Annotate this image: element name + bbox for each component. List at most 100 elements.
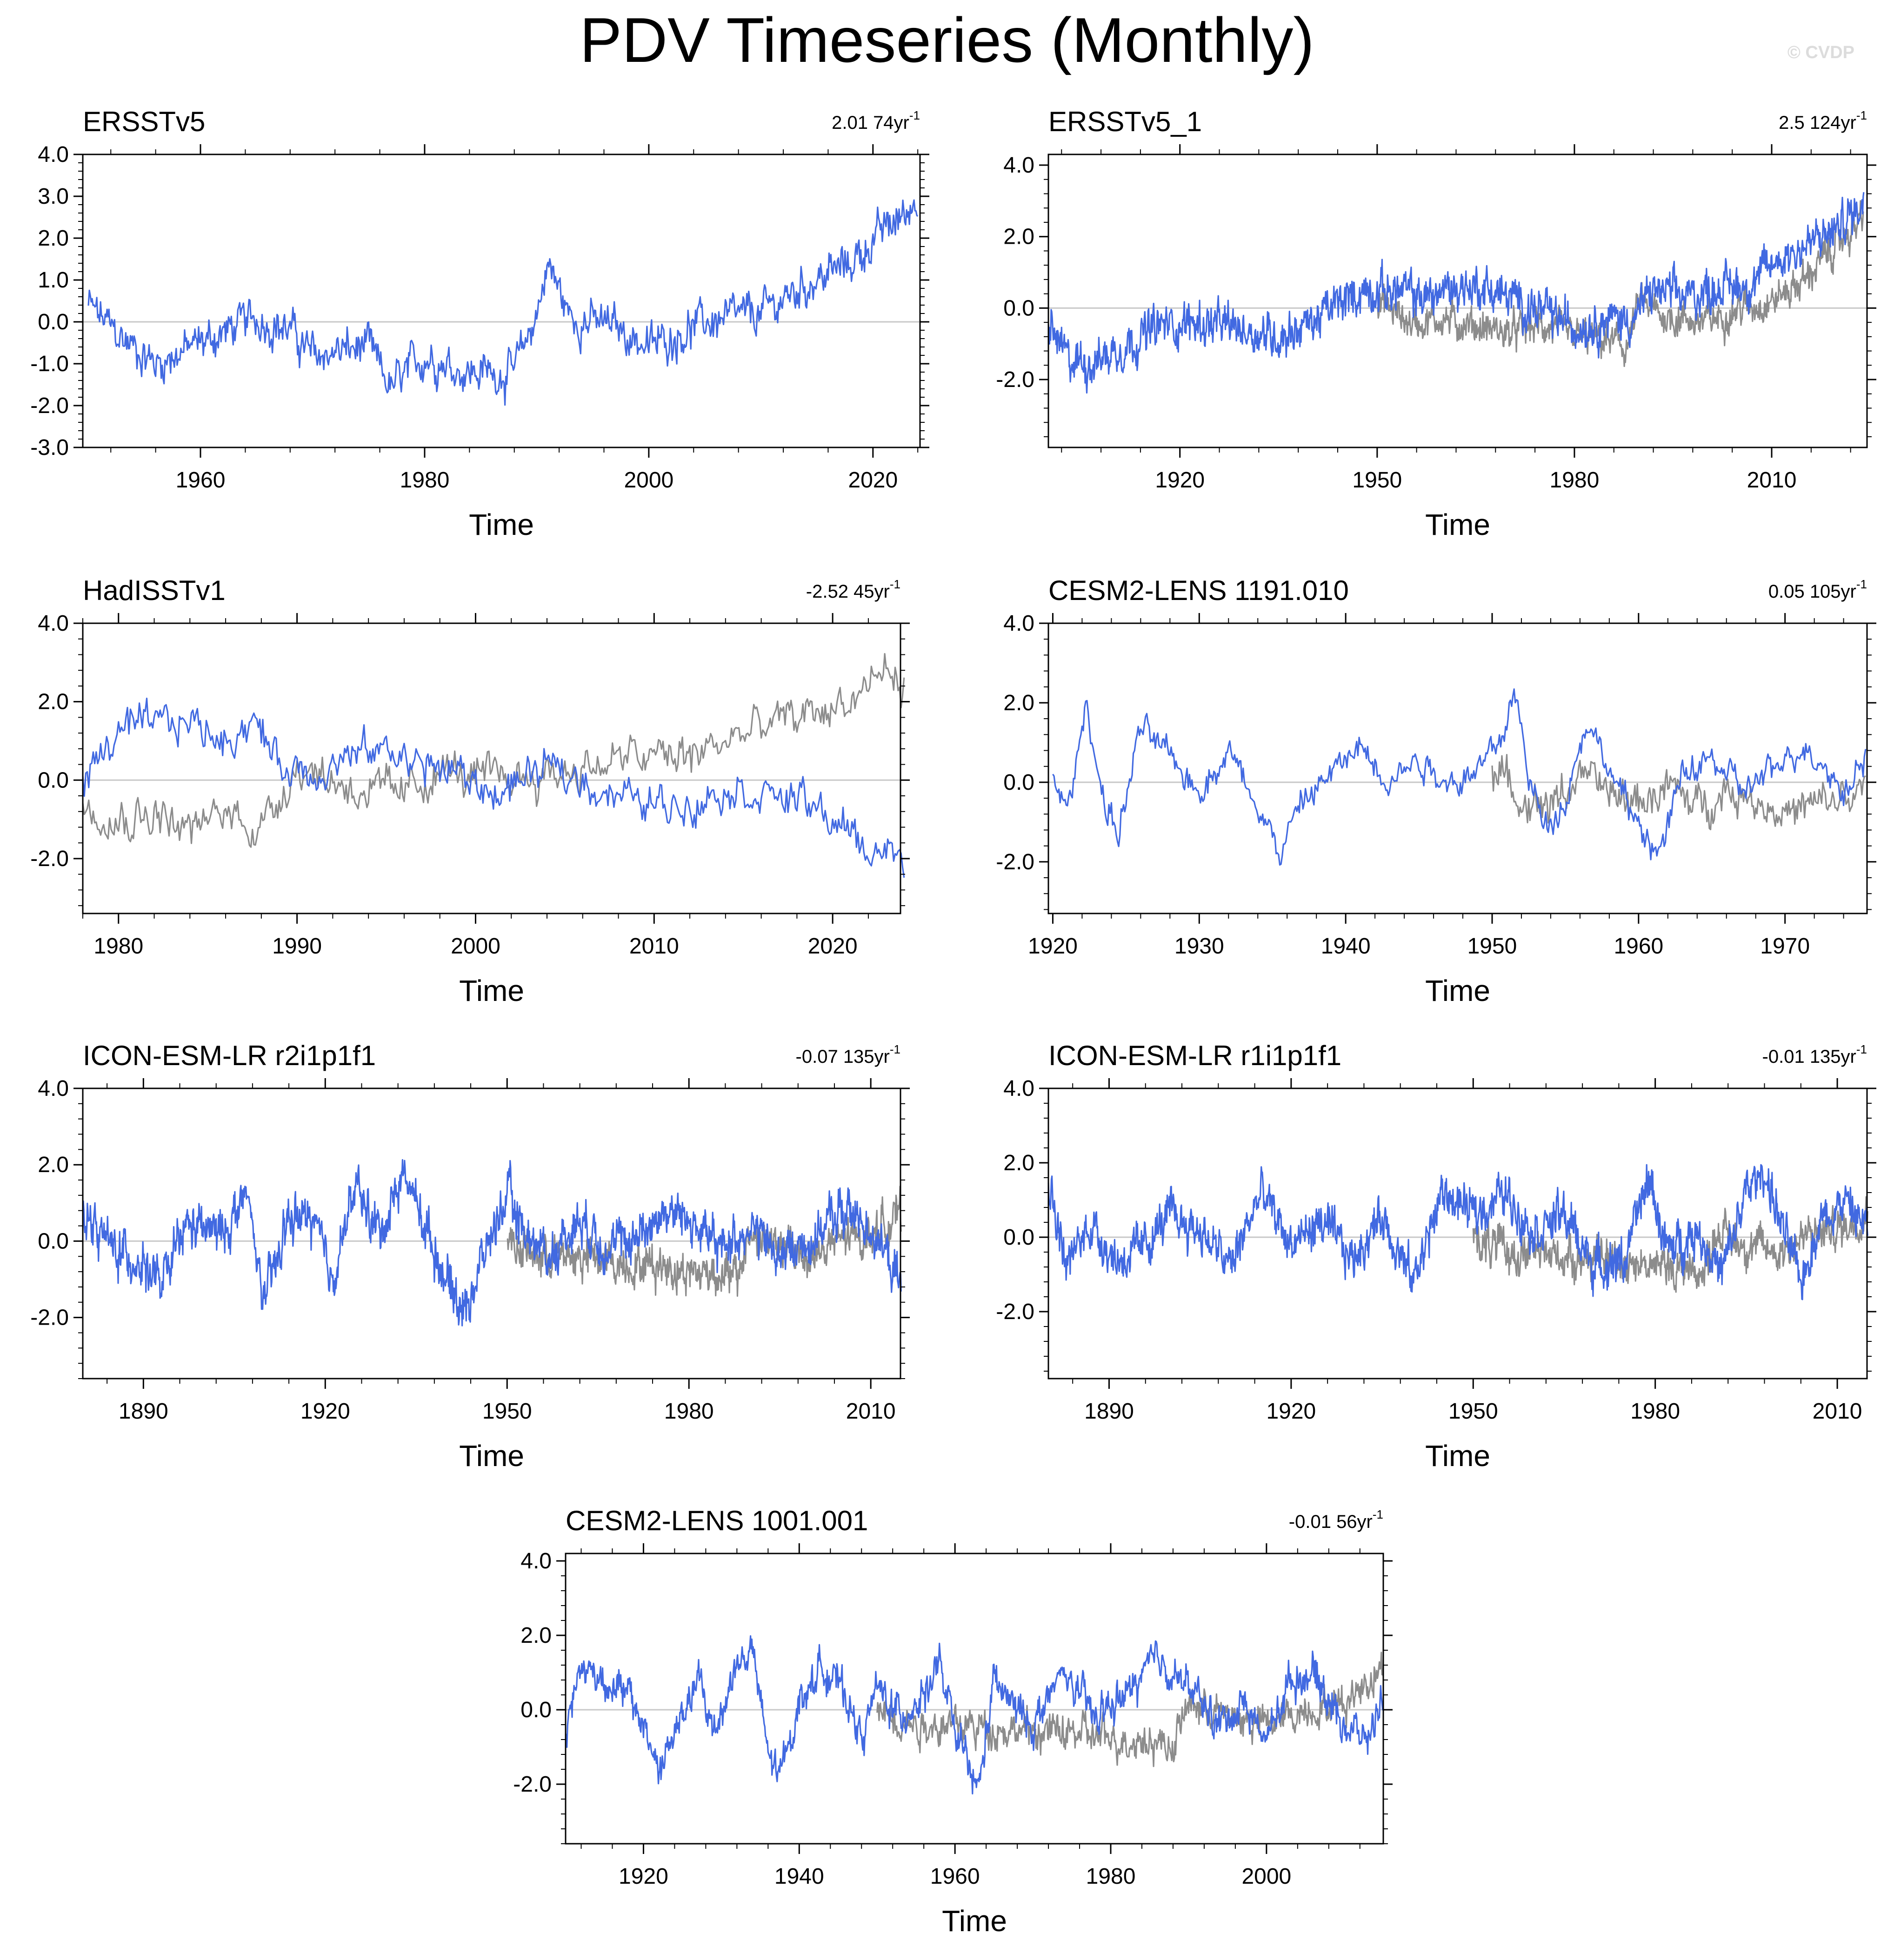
x-tick-label: 1980 [1630, 1399, 1680, 1424]
x-tick-label: 2010 [1747, 468, 1797, 493]
trend-label: 2.01 74yr-1 [832, 108, 920, 133]
y-tick-label: 2.0 [520, 1623, 552, 1648]
x-tick-label: 1960 [176, 468, 226, 493]
y-tick-label: -2.0 [30, 847, 69, 871]
y-tick-label: 0.0 [38, 768, 69, 793]
x-tick-label: 1950 [1448, 1399, 1498, 1424]
trend-exponent: -1 [1856, 108, 1867, 122]
chart-panel: 4.0 2.0 0.0 -2.0 1890 1920 1950 1980 2010 Time ICO… [30, 1040, 910, 1473]
y-tick-label: 2.0 [1003, 1151, 1034, 1175]
x-tick-label: 1920 [300, 1399, 350, 1424]
x-tick-label: 1890 [119, 1399, 168, 1424]
x-tick-label: 1950 [1352, 468, 1402, 493]
x-tick-label: 1960 [1614, 934, 1663, 959]
trend-label: -2.52 45yr-1 [806, 577, 900, 602]
x-tick-label: 1950 [482, 1399, 532, 1424]
y-tick-label: 4.0 [1003, 1076, 1034, 1101]
y-tick-label: -3.0 [30, 435, 69, 460]
x-tick-label: 1920 [1155, 468, 1205, 493]
panel-title: ICON-ESM-LR r1i1p1f1 [1048, 1040, 1341, 1071]
panel-title: HadISSTv1 [83, 575, 226, 606]
trend-label: 2.5 124yr-1 [1779, 108, 1867, 133]
x-axis-title: Time [1425, 508, 1490, 541]
x-tick-label: 1980 [1550, 468, 1600, 493]
figure-title: PDV Timeseries (Monthly) [580, 5, 1314, 75]
chart-panel: 4.0 2.0 0.0 -2.0 1920 1940 1960 1980 2000 Time CES… [513, 1505, 1393, 1938]
y-tick-label: 2.0 [1003, 691, 1034, 715]
x-tick-label: 2020 [848, 468, 898, 493]
series-line-cesm2-lens-1191-010 [1052, 688, 1867, 866]
x-tick-label: 1940 [1321, 934, 1371, 959]
trend-exponent: -1 [1373, 1507, 1383, 1521]
x-tick-label: 1980 [1086, 1864, 1136, 1889]
y-tick-label: -2.0 [996, 850, 1034, 874]
x-tick-label: 2000 [451, 934, 500, 959]
panel-title: ERSSTv5_1 [1048, 106, 1202, 137]
trend-value: 0.05 [1768, 581, 1810, 602]
x-tick-label: 1980 [400, 468, 450, 493]
y-tick-label: 1.0 [38, 268, 69, 293]
x-tick-label: 1940 [774, 1864, 824, 1889]
x-tick-label: 1920 [1266, 1399, 1316, 1424]
trend-period: 74yr [873, 113, 909, 133]
y-tick-label: 0.0 [520, 1698, 552, 1722]
y-tick-label: 2.0 [38, 226, 69, 251]
plot-frame [82, 1087, 901, 1380]
x-tick-label: 1920 [1028, 934, 1078, 959]
y-tick-label: 4.0 [1003, 153, 1034, 178]
panel-title: ERSSTv5 [83, 106, 205, 137]
y-tick-label: 4.0 [38, 611, 69, 636]
plot-frame [565, 1553, 1384, 1845]
y-tick-label: 0.0 [38, 310, 69, 334]
panel-title: CESM2-LENS 1191.010 [1048, 575, 1349, 606]
x-tick-label: 1990 [272, 934, 322, 959]
trend-period: 135yr [1810, 1047, 1856, 1067]
series-line-ersstv5 [87, 199, 919, 406]
trend-period: 45yr [854, 581, 890, 602]
chart-panel: 4.0 2.0 0.0 -2.0 1980 1990 2000 2010 2020 Time Had… [30, 575, 910, 1007]
y-tick-label: -2.0 [996, 1300, 1034, 1324]
trend-value: -2.52 [806, 581, 854, 602]
trend-exponent: -1 [890, 577, 900, 591]
x-axis-title: Time [469, 508, 534, 541]
x-tick-label: 1980 [664, 1399, 714, 1424]
y-tick-label: 4.0 [1003, 611, 1034, 636]
panel-title: ICON-ESM-LR r2i1p1f1 [83, 1040, 376, 1071]
trend-period: 135yr [843, 1047, 890, 1067]
plot-frame [1047, 153, 1868, 448]
y-tick-label: 2.0 [38, 690, 69, 714]
y-tick-label: 4.0 [520, 1549, 552, 1573]
x-tick-label: 1920 [619, 1864, 668, 1889]
x-tick-label: 2020 [808, 934, 858, 959]
trend-label: -0.07 135yr-1 [796, 1042, 900, 1067]
y-tick-label: 3.0 [38, 184, 69, 209]
trend-period: 56yr [1336, 1512, 1373, 1532]
x-tick-label: 1890 [1084, 1399, 1134, 1424]
y-tick-label: 4.0 [38, 1076, 69, 1101]
y-tick-label: 0.0 [1003, 296, 1034, 320]
y-tick-label: 0.0 [38, 1229, 69, 1253]
x-axis-title: Time [1425, 974, 1490, 1007]
series-line-ersstv5 [507, 1186, 902, 1297]
x-tick-label: 2000 [1241, 1864, 1291, 1889]
y-tick-label: 2.0 [38, 1153, 69, 1177]
trend-exponent: -1 [1856, 1042, 1867, 1056]
x-tick-label: 2010 [846, 1399, 896, 1424]
x-axis-title: Time [1425, 1439, 1490, 1473]
y-tick-label: -2.0 [996, 367, 1034, 392]
trend-value: -0.01 [1762, 1047, 1810, 1067]
y-tick-label: -1.0 [30, 352, 69, 376]
trend-value: 2.5 [1779, 113, 1810, 133]
x-axis-title: Time [459, 974, 524, 1007]
trend-period: 105yr [1810, 581, 1856, 602]
plot-frame [1047, 622, 1868, 914]
trend-value: -0.07 [796, 1047, 843, 1067]
x-tick-label: 2000 [624, 468, 674, 493]
series-line-hadisstv1 [82, 697, 905, 878]
x-tick-label: 1960 [930, 1864, 980, 1889]
series-line-ersstv5 [1376, 200, 1864, 367]
series-line-ersstv5-1 [1047, 192, 1865, 394]
chart-panel: 4.0 2.0 0.0 -2.0 1920 1930 1940 1950 1960 1970 Tim… [996, 575, 1876, 1007]
x-axis-title: Time [459, 1439, 524, 1473]
